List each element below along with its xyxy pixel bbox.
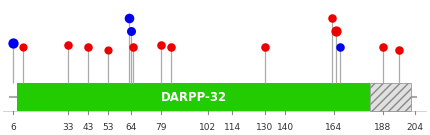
Bar: [17, 83, 370, 111]
Point: [261, 46, 268, 48]
Text: DARPP-32: DARPP-32: [161, 91, 227, 104]
Point: [105, 49, 112, 51]
Bar: [370, 83, 411, 111]
Point: [336, 46, 343, 48]
Point: [168, 46, 175, 48]
Point: [395, 49, 402, 51]
Point: [64, 44, 71, 46]
Point: [20, 46, 27, 48]
Point: [379, 46, 386, 48]
Point: [125, 17, 132, 19]
Point: [85, 46, 92, 48]
Point: [329, 17, 335, 19]
Point: [332, 30, 339, 32]
Point: [158, 44, 165, 46]
Point: [129, 46, 136, 48]
Point: [9, 42, 16, 44]
Point: [127, 30, 134, 32]
